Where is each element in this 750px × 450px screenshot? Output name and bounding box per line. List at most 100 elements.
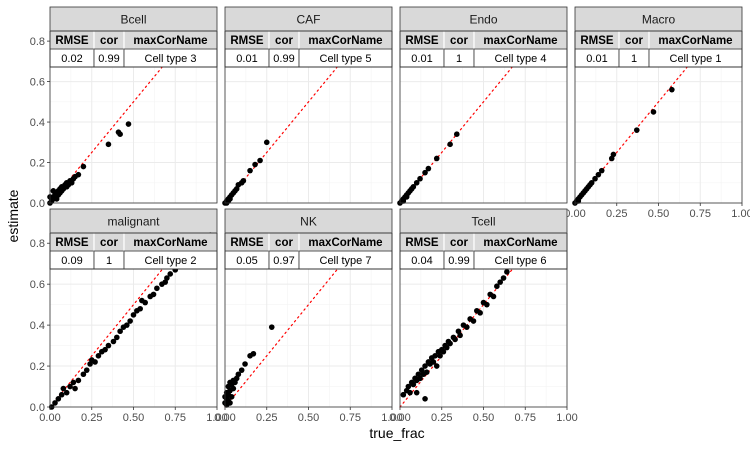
stats-table: RMSE 0.02 cor 0.99 maxCorName Cell type 3 [49,30,218,68]
data-point [52,400,58,406]
data-point [70,379,77,386]
table-header-RMSE: RMSE [230,35,264,47]
table-value-cor: 0.99 [448,255,469,267]
table-value-cor: 0.99 [273,53,294,65]
panel-Bcell: Bcell RMSE 0.02 cor 0.99 maxCorName Cell type … [30,6,218,210]
y-tick-label: 0.6 [30,77,45,89]
panel-CAF: CAF RMSE 0.01 cor 0.99 maxCorName Cell type 5 [222,6,393,206]
data-point [167,271,174,277]
x-tick-label: 0.50 [298,412,319,424]
x-tick-label: 0.00 [564,208,585,220]
y-tick-label: 0.0 [30,402,45,414]
data-point [162,279,169,285]
x-tick-label: 0.25 [256,412,277,424]
data-point [494,283,500,290]
panel-NK: NK RMSE 0.05 cor 0.97 maxCorName Cell type 7 0.… [214,208,403,424]
strip-label: Tcell [471,215,495,229]
table-value-maxCorName: Cell type 5 [320,53,372,65]
data-point [440,348,447,355]
table-header-maxCorName: maxCorName [308,237,382,249]
table-value-cor: 1 [456,53,462,65]
data-point [227,196,233,202]
table-header-RMSE: RMSE [55,35,89,47]
data-point [598,167,605,174]
data-point [417,175,423,182]
data-point [433,363,440,369]
y-tick-label: 0.2 [30,361,45,373]
data-point [238,367,245,373]
panel-malignant: malignant RMSE 0.09 cor 1 maxCorName Cell type… [30,208,228,424]
data-point [650,109,657,115]
table-value-maxCorName: Cell type 7 [320,255,372,267]
data-point [407,389,413,396]
panel-border [224,30,393,204]
data-point [484,301,490,308]
data-point [588,179,595,186]
data-point [477,310,483,316]
data-point [110,338,117,345]
table-value-maxCorName: Cell type 1 [670,53,722,65]
data-point [470,318,477,324]
data-point [124,322,130,328]
data-point [263,139,270,146]
data-point [125,121,132,127]
y-tick-label: 0.8 [30,36,45,48]
y-tick-label: 0.4 [30,117,45,129]
data-point [504,269,510,275]
table-value-cor: 1 [106,255,112,267]
table-header-RMSE: RMSE [405,237,439,249]
table-header-cor: cor [100,237,118,249]
data-point [250,350,257,357]
points [400,262,514,402]
data-point [130,312,137,318]
data-point [247,167,253,174]
y-tick-label: 0.4 [30,320,45,332]
strip-label: Bcell [120,13,146,27]
strip-background [49,208,218,234]
table-header-RMSE: RMSE [55,237,89,249]
stats-table: RMSE 0.05 cor 0.97 maxCorName Cell type 7 [224,232,393,270]
data-point [410,184,417,190]
table-header-cor: cor [275,35,293,47]
data-point [432,353,438,359]
y-tick-label: 0.2 [30,158,45,170]
table-header-cor: cor [275,237,293,249]
data-point [490,293,497,300]
data-point [53,196,60,202]
data-point [610,151,617,158]
x-tick-label: 1.00 [731,208,750,220]
table-header-maxCorName: maxCorName [133,35,207,47]
data-point [430,359,437,365]
y-tick-label: 0.6 [30,279,45,291]
panel-border [399,30,568,204]
stats-table: RMSE 0.01 cor 1 maxCorName Cell type 1 [574,30,743,68]
data-point [447,340,453,347]
points [572,86,675,206]
stats-table: RMSE 0.01 cor 1 maxCorName Cell type 4 [399,30,568,68]
x-tick-label: 0.50 [123,412,144,424]
stats-table: RMSE 0.04 cor 0.99 maxCorName Cell type 6 [399,232,568,270]
data-point [500,275,507,281]
strip-background [49,6,218,32]
x-tick-label: 1.00 [381,412,402,424]
data-point [60,385,67,392]
table-value-RMSE: 0.09 [61,255,82,267]
x-tick-label: 0.75 [340,412,361,424]
data-point [447,141,453,148]
table-value-RMSE: 0.01 [236,53,257,65]
data-point [127,318,133,324]
strip-label: malignant [107,215,160,229]
panel-border [49,30,218,204]
data-point [137,305,143,312]
x-axis-title: true_frac [369,425,424,441]
table-header-cor: cor [450,237,468,249]
data-point [595,171,602,178]
table-value-RMSE: 0.01 [411,53,432,65]
data-point [669,86,675,93]
data-point [575,198,582,204]
data-point [400,198,407,204]
table-header-maxCorName: maxCorName [483,237,557,249]
table-header-maxCorName: maxCorName [658,35,732,47]
data-point [268,324,275,330]
table-value-cor: 1 [631,53,637,65]
